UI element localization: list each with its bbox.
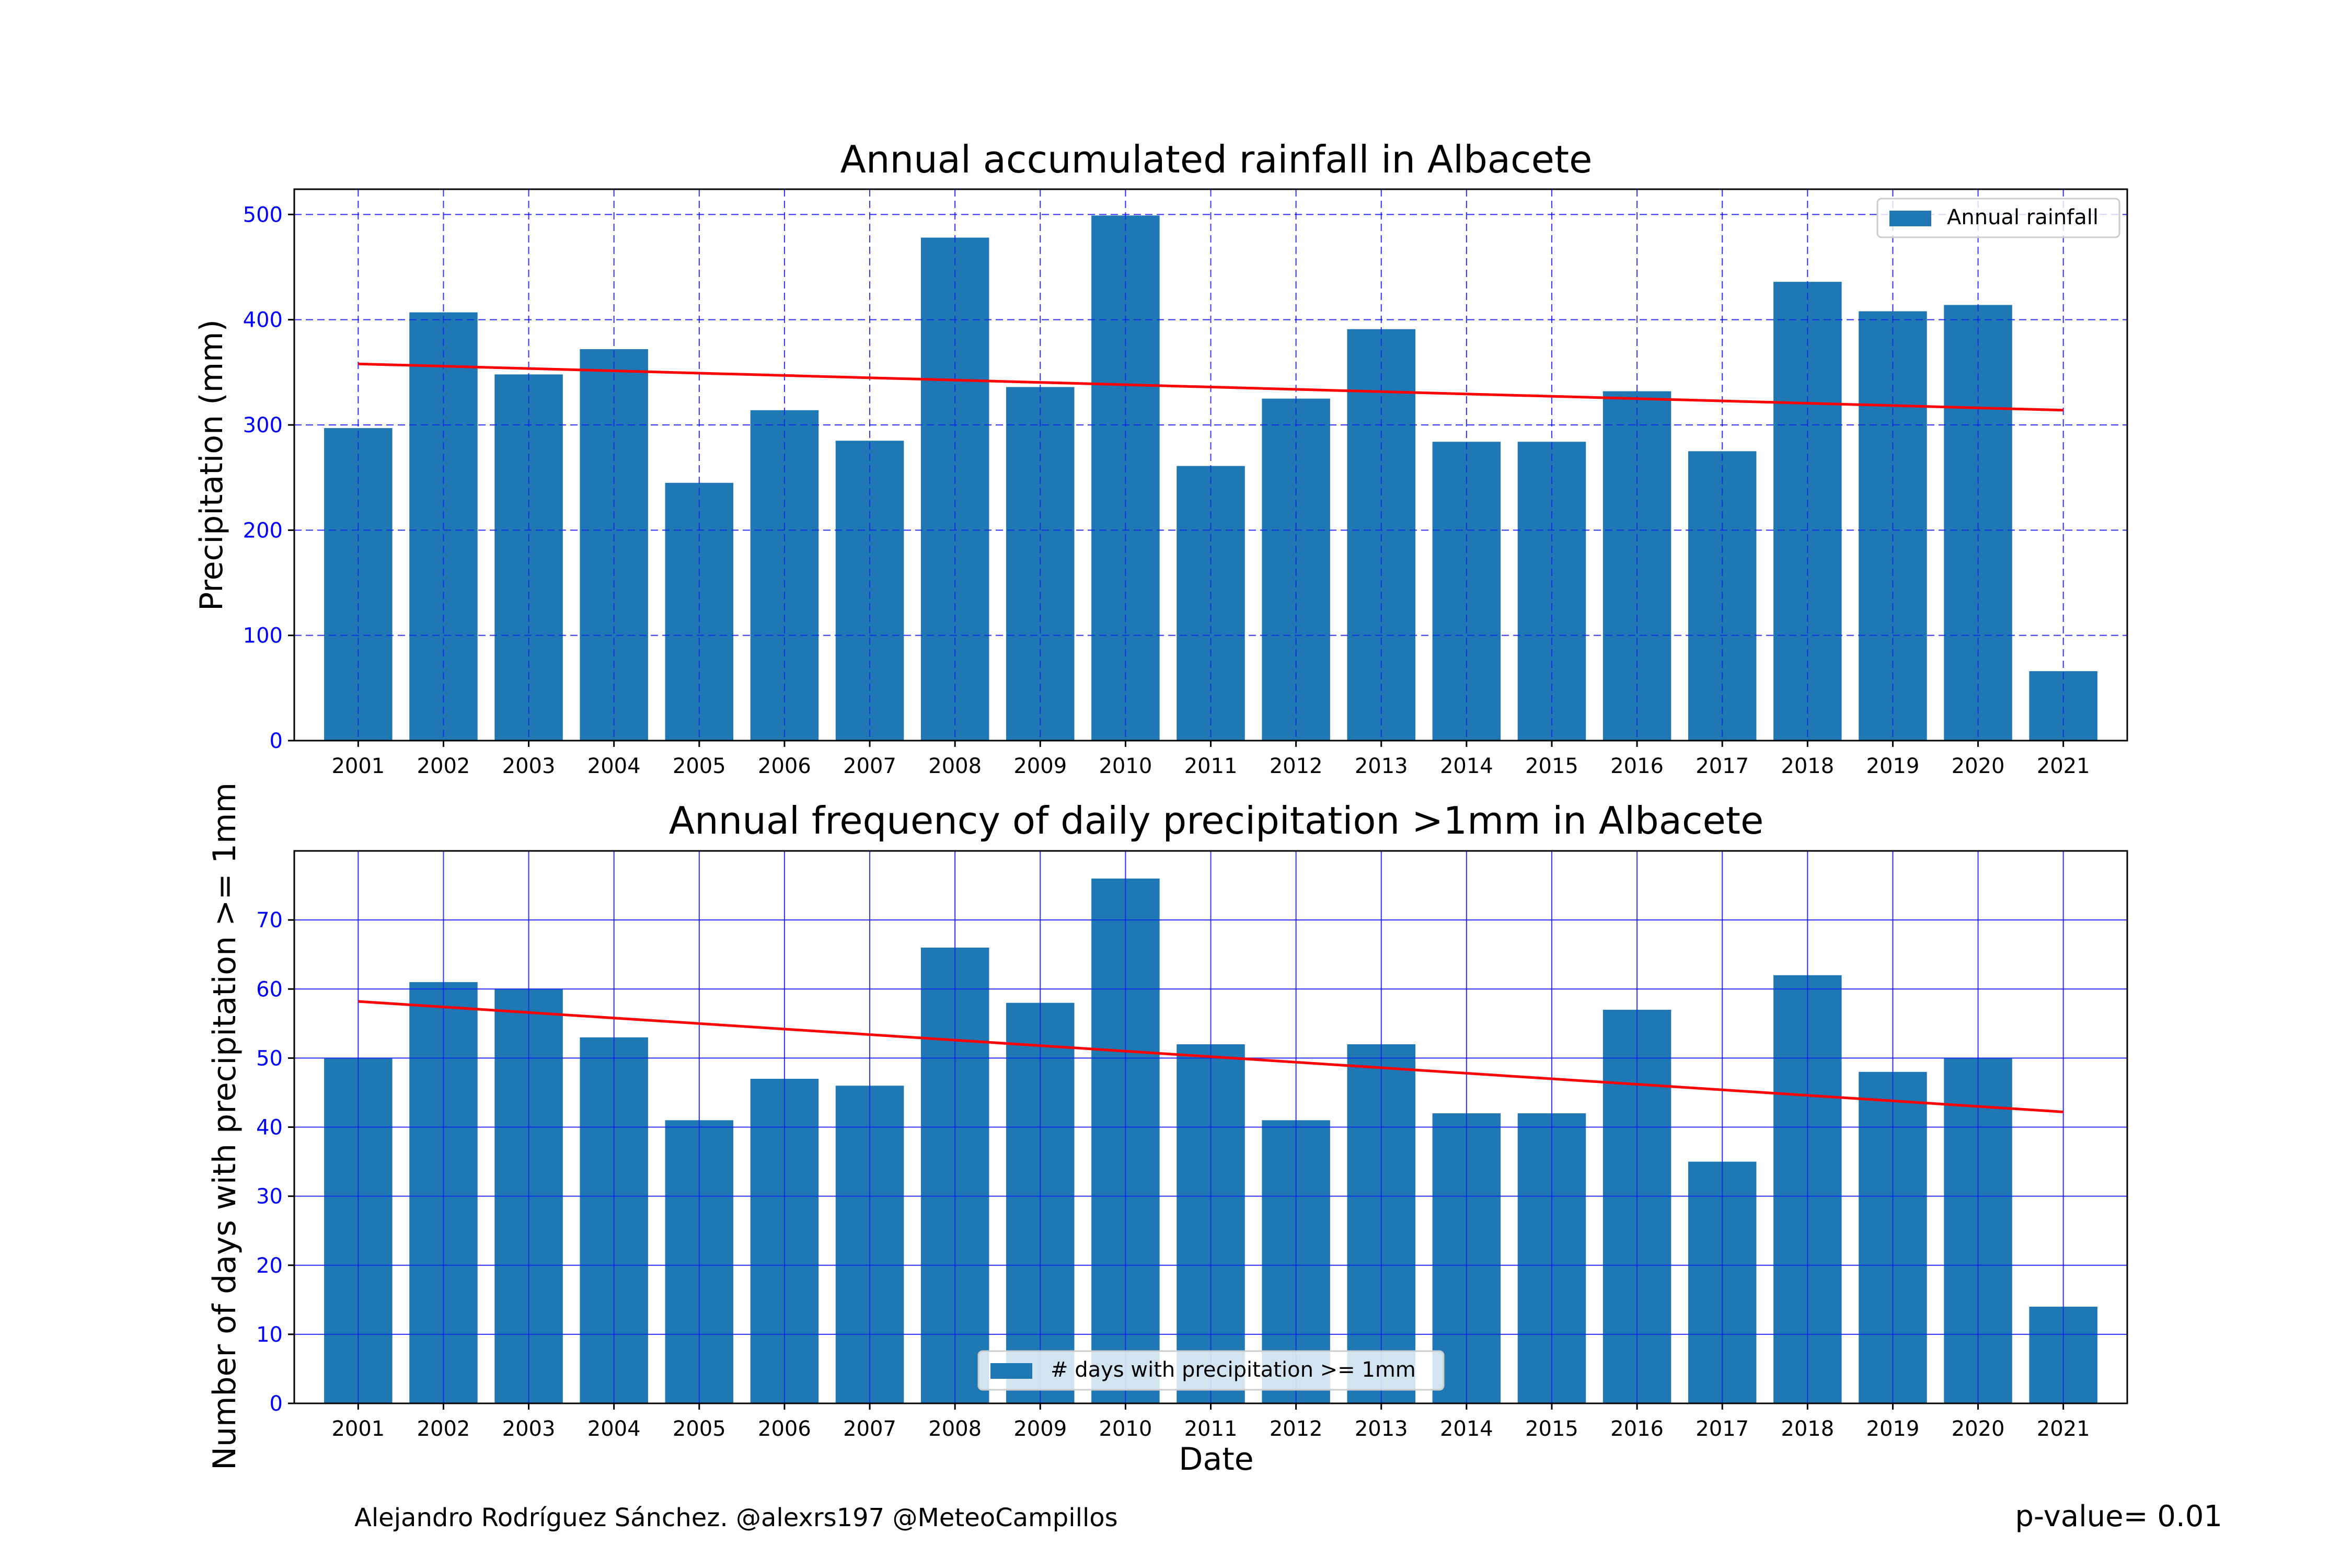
rainfall-xtick-label: 2005 bbox=[673, 754, 726, 778]
rain-days-xtick-label: 2013 bbox=[1355, 1417, 1408, 1441]
rain-days-xtick-label: 2006 bbox=[758, 1417, 811, 1441]
rainfall-xtick-label: 2010 bbox=[1099, 754, 1152, 778]
rain-days-xtick-label: 2010 bbox=[1099, 1417, 1152, 1441]
rain-days-chart-trend bbox=[358, 1000, 2063, 1113]
rainfall-xtick-label: 2020 bbox=[1952, 754, 2005, 778]
rain-days-xtick-label: 2001 bbox=[331, 1417, 385, 1441]
rainfall-xtick-label: 2021 bbox=[2037, 754, 2090, 778]
rainfall-legend-swatch bbox=[1889, 211, 1931, 226]
rain-days-xtick-label: 2008 bbox=[928, 1417, 982, 1441]
rain-days-chart-title: Annual frequency of daily precipitation … bbox=[669, 799, 1764, 843]
rainfall-ytick-label: 100 bbox=[243, 624, 283, 648]
rain-days-chart-xlabel: Date bbox=[1179, 1441, 1253, 1478]
rainfall-legend-label: Annual rainfall bbox=[1947, 205, 2099, 229]
rain-days-chart-ylabel: Number of days with precipitation >= 1mm bbox=[206, 782, 243, 1470]
rainfall-ytick-label: 400 bbox=[243, 308, 283, 332]
rain-days-legend-box bbox=[977, 1350, 1445, 1391]
rainfall-chart-yticks: 0 100 200 300 400 500 bbox=[243, 203, 294, 753]
rainfall-ytick-label: 0 bbox=[270, 729, 283, 753]
rain-days-xtick-label: 2012 bbox=[1270, 1417, 1323, 1441]
rain-days-ytick-label: 30 bbox=[256, 1185, 283, 1209]
rain-days-xtick-label: 2015 bbox=[1525, 1417, 1578, 1441]
rainfall-xtick-label: 2017 bbox=[1696, 754, 1749, 778]
rainfall-xtick-label: 2016 bbox=[1610, 754, 1664, 778]
rainfall-xtick-label: 2004 bbox=[587, 754, 641, 778]
rain-days-xtick-label: 2009 bbox=[1013, 1417, 1067, 1441]
rainfall-ytick-label: 500 bbox=[243, 203, 283, 227]
rain-days-chart-xticks: 2001 2002 2003 2004 2005 2006 2007 2008 2009 2010… bbox=[331, 1403, 2090, 1441]
rain-days-xtick-label: 2019 bbox=[1866, 1417, 1920, 1441]
rain-days-xtick-label: 2005 bbox=[673, 1417, 726, 1441]
rain-days-xtick-label: 2004 bbox=[587, 1417, 641, 1441]
rain-days-chart-yticks: 0 10 20 30 40 50 60 70 bbox=[256, 908, 294, 1416]
rain-days-ytick-label: 70 bbox=[256, 908, 283, 932]
rain-days-legend-label: # days with precipitation >= 1mm bbox=[1051, 1358, 1416, 1382]
rainfall-xtick-label: 2015 bbox=[1525, 754, 1578, 778]
rain-days-xtick-label: 2017 bbox=[1696, 1417, 1749, 1441]
rainfall-chart-legend: Annual rainfall bbox=[1876, 198, 2120, 238]
rainfall-chart: Annual accumulated rainfall in Albacete … bbox=[193, 137, 2128, 778]
rain-days-xtick-label: 2021 bbox=[2037, 1417, 2090, 1441]
rainfall-xtick-label: 2014 bbox=[1440, 754, 1493, 778]
rainfall-xtick-label: 2006 bbox=[758, 754, 811, 778]
rain-days-chart: Annual frequency of daily precipitation … bbox=[206, 782, 2128, 1478]
rain-days-ytick-label: 20 bbox=[256, 1254, 283, 1278]
rainfall-xtick-label: 2011 bbox=[1184, 754, 1238, 778]
rain-days-xtick-label: 2003 bbox=[502, 1417, 556, 1441]
rainfall-xtick-label: 2003 bbox=[502, 754, 556, 778]
rainfall-xtick-label: 2018 bbox=[1781, 754, 1834, 778]
rainfall-chart-bars bbox=[294, 189, 2127, 741]
rain-days-xtick-label: 2016 bbox=[1610, 1417, 1664, 1441]
rain-days-ytick-label: 10 bbox=[256, 1323, 283, 1347]
rainfall-chart-title: Annual accumulated rainfall in Albacete bbox=[840, 137, 1593, 181]
rain-days-ytick-label: 40 bbox=[256, 1116, 283, 1140]
rainfall-chart-xticks: 2001 2002 2003 2004 2005 2006 2007 2008 2009 2010… bbox=[331, 741, 2090, 778]
rainfall-grid-overlay bbox=[294, 189, 2127, 741]
rain-days-ytick-label: 50 bbox=[256, 1046, 283, 1070]
rain-days-ytick-label: 0 bbox=[270, 1392, 283, 1416]
rainfall-xtick-label: 2007 bbox=[843, 754, 896, 778]
rainfall-ytick-label: 200 bbox=[243, 518, 283, 543]
rain-days-xtick-label: 2018 bbox=[1781, 1417, 1834, 1441]
rainfall-xtick-label: 2019 bbox=[1866, 754, 1920, 778]
rain-days-xtick-label: 2011 bbox=[1184, 1417, 1238, 1441]
credit-text: Alejandro Rodríguez Sánchez. @alexrs197 … bbox=[354, 1503, 1118, 1532]
rainfall-xtick-label: 2013 bbox=[1355, 754, 1408, 778]
p-value-text: p-value= 0.01 bbox=[2015, 1500, 2222, 1534]
rainfall-chart-ylabel: Precipitation (mm) bbox=[193, 319, 230, 611]
rain-days-chart-bars bbox=[294, 851, 2127, 1403]
rainfall-trend-line bbox=[358, 362, 2063, 412]
rain-days-xtick-label: 2014 bbox=[1440, 1417, 1493, 1441]
rain-days-chart-legend: # days with precipitation >= 1mm bbox=[977, 1350, 1445, 1391]
rain-days-trend-line bbox=[358, 1000, 2063, 1113]
rainfall-legend-box bbox=[1876, 198, 2120, 238]
rain-days-grid-overlay bbox=[294, 851, 2127, 1403]
rainfall-xtick-label: 2009 bbox=[1013, 754, 1067, 778]
rainfall-xtick-label: 2012 bbox=[1270, 754, 1323, 778]
rain-days-ytick-label: 60 bbox=[256, 977, 283, 1001]
rainfall-ytick-label: 300 bbox=[243, 413, 283, 437]
rain-days-xtick-label: 2007 bbox=[843, 1417, 896, 1441]
rainfall-chart-trend bbox=[358, 362, 2063, 412]
rainfall-xtick-label: 2008 bbox=[928, 754, 982, 778]
rainfall-bar-2021 bbox=[2029, 671, 2097, 741]
rainfall-xtick-label: 2001 bbox=[331, 754, 385, 778]
rain-days-xtick-label: 2002 bbox=[417, 1417, 470, 1441]
rain-days-legend-swatch bbox=[990, 1363, 1032, 1379]
rain-days-xtick-label: 2020 bbox=[1952, 1417, 2005, 1441]
rainfall-xtick-label: 2002 bbox=[417, 754, 470, 778]
